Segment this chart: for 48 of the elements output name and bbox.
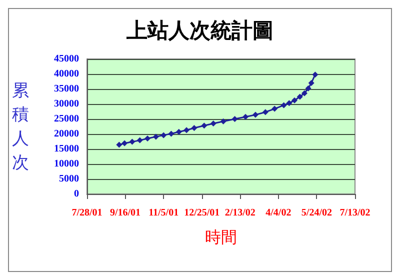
y-tick-label: 40000 [54,68,79,80]
x-tick-label: 2/13/02 [224,208,256,218]
x-tick-label: 4/4/02 [266,208,292,218]
y-tick-label: 20000 [54,128,79,140]
point [272,106,278,112]
point [308,80,314,86]
y-tick-label: 25000 [54,114,79,124]
point [232,116,238,122]
point [220,118,226,124]
y-tick-label: 45000 [54,54,79,64]
y-axis-title: 累積人次 [12,81,29,172]
point [136,137,143,144]
y-tick-label: 0 [74,188,79,200]
point [129,138,136,145]
x-tick-label: 5/24/02 [301,208,332,218]
point [305,85,312,92]
y-tick-label: 5000 [59,174,79,184]
point [292,97,298,104]
point [160,132,167,138]
point [152,134,159,140]
x-tick-label: 7/13/02 [340,208,370,218]
x-tick-label: 12/25/01 [184,208,220,218]
point [252,112,258,118]
x-axis-title: 時間 [205,228,237,246]
point [280,102,287,108]
point [168,130,174,137]
y-tick-label: 35000 [54,84,79,94]
point [176,128,182,135]
x-tick-label: 11/5/01 [148,208,179,218]
point [184,127,190,134]
point [312,72,318,78]
point [116,142,122,148]
x-tick-label: 9/16/01 [110,208,141,218]
point [296,94,303,100]
point [191,125,198,131]
point [210,120,216,126]
x-tick-label: 7/28/01 [72,208,102,218]
point [122,140,128,146]
point [286,100,292,106]
point [201,122,208,129]
point [242,114,249,120]
y-tick-label: 30000 [54,98,79,110]
point [144,136,150,142]
point [262,109,268,116]
y-tick-label: 15000 [54,144,79,154]
y-tick-label: 10000 [54,158,79,170]
chart-title: 上站人次統計圖 [126,18,274,42]
point [301,90,308,96]
